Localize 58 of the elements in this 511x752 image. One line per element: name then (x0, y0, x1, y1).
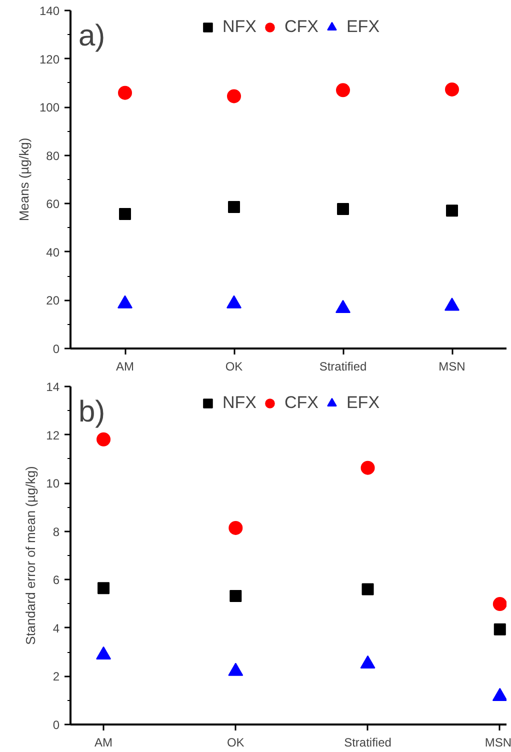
point (227, 89, 241, 104)
x-tick-label: AM (94, 736, 113, 750)
y-tick-label: 14 (46, 380, 60, 394)
legend-label: NFX (222, 17, 256, 37)
x-tick-label: OK (226, 736, 244, 750)
x-tick-label: Stratified (319, 360, 367, 374)
y-tick-label: 120 (39, 52, 60, 66)
point (336, 83, 350, 98)
y-tick-label: 20 (46, 294, 60, 308)
point (337, 202, 349, 215)
point (360, 460, 375, 475)
y-tick-label: 4 (52, 621, 60, 636)
point (360, 655, 376, 668)
point (118, 86, 132, 100)
point (444, 298, 460, 311)
y-tick-label: 100 (39, 100, 60, 115)
point (492, 688, 506, 702)
point (228, 520, 243, 535)
y-tick-label: 2 (52, 670, 60, 684)
y-tick-label: 6 (52, 573, 60, 588)
legend-label: CFX (284, 393, 318, 413)
y-tick-label: 10 (46, 476, 60, 491)
y-tick-label: 8 (52, 524, 60, 539)
y-tick-label: 40 (46, 245, 60, 260)
point (230, 590, 242, 602)
x-tick-label: Stratified (344, 736, 392, 750)
y-tick-label: 12 (46, 428, 60, 442)
y-tick-label: 140 (39, 4, 60, 18)
y-tick-label: 0 (52, 718, 60, 732)
point (362, 583, 374, 596)
legend-label: EFX (346, 17, 380, 37)
legend-label: EFX (346, 393, 380, 413)
point (228, 201, 240, 214)
point (494, 623, 506, 636)
point (228, 662, 244, 676)
x-tick-label: MSN (438, 360, 466, 374)
y-axis-title: Means (µg/kg) (16, 138, 32, 222)
y-axis-title: Standard error of mean (µg/kg) (23, 466, 38, 645)
y-tick-label: 0 (52, 342, 60, 356)
legend-label: CFX (284, 17, 318, 37)
x-tick-label: MSN (484, 736, 511, 750)
point (118, 295, 132, 308)
point (445, 82, 459, 96)
point (336, 300, 350, 313)
point (96, 432, 111, 446)
x-tick-label: AM (116, 360, 134, 374)
point (226, 295, 242, 308)
legend-label: NFX (222, 393, 256, 413)
point (96, 646, 112, 660)
y-tick-label: 60 (46, 197, 60, 212)
y-tick-label: 80 (46, 148, 60, 163)
point (98, 582, 110, 594)
point (492, 597, 506, 612)
annotation: b) (78, 396, 106, 428)
x-tick-label: OK (225, 360, 243, 374)
annotation: a) (78, 20, 106, 52)
point (446, 204, 458, 217)
point (119, 208, 131, 220)
